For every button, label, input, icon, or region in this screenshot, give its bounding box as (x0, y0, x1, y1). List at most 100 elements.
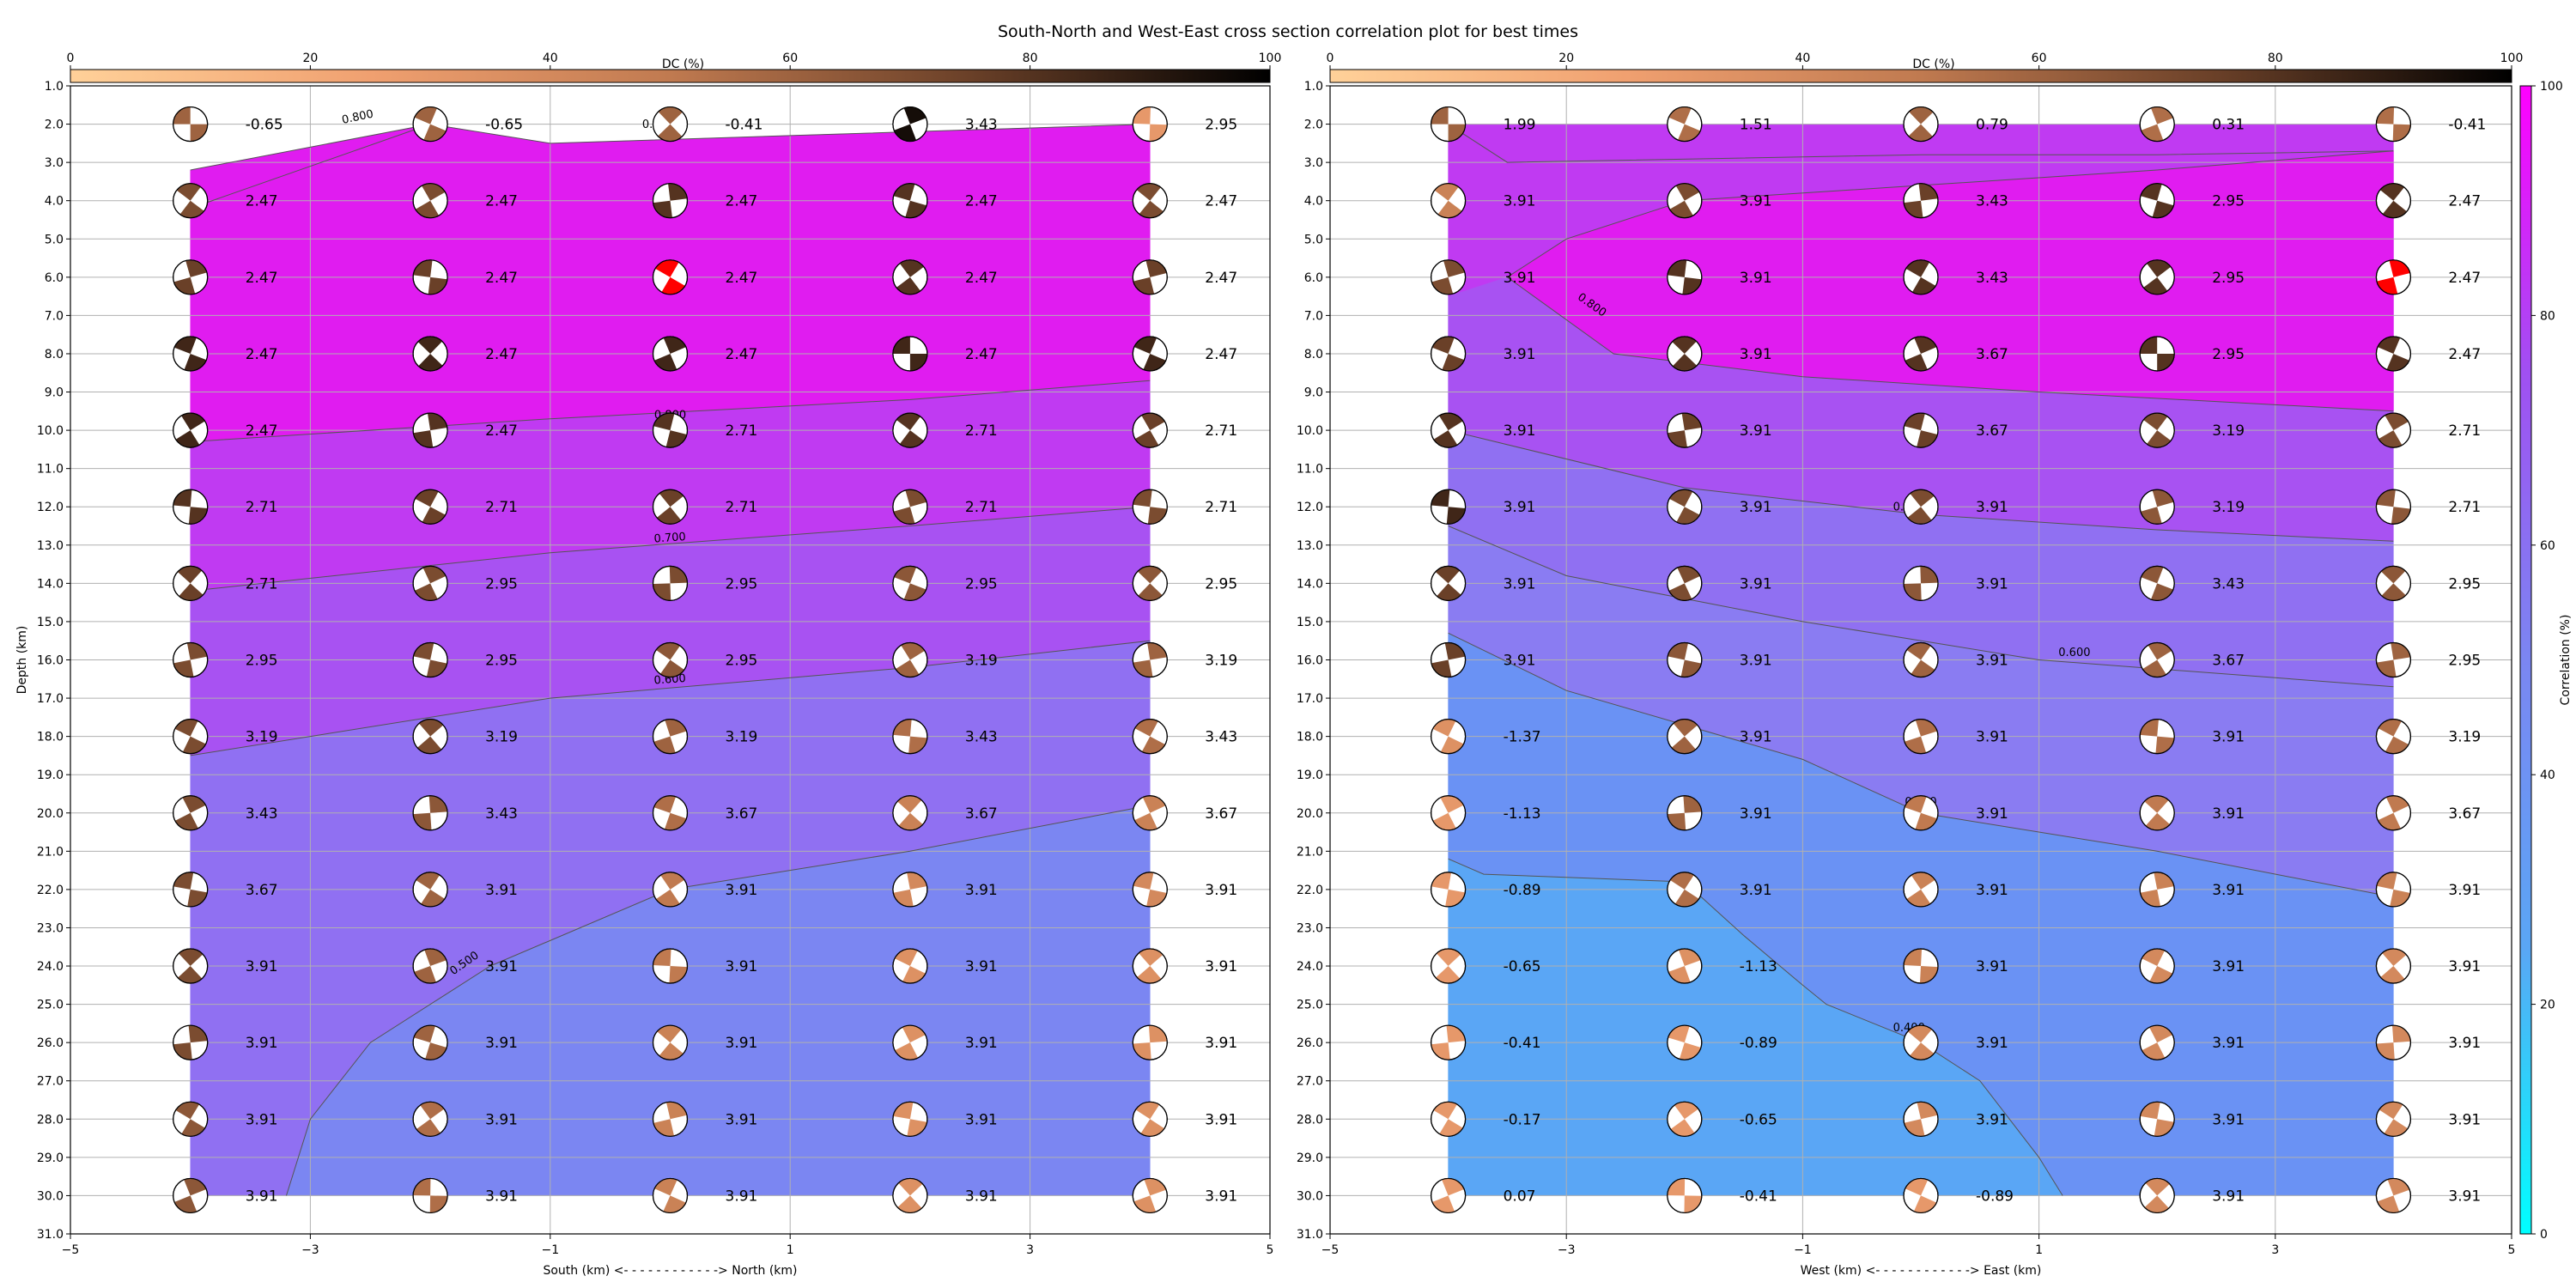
value-label: 3.91 (485, 1188, 518, 1205)
beachball-outline (652, 259, 689, 295)
value-label: 2.95 (726, 653, 758, 670)
beachball (2139, 948, 2175, 984)
y-tick-label: 13.0 (1297, 539, 1323, 553)
beachball-quadrant (1910, 1042, 1935, 1060)
beachball (2139, 1101, 2175, 1137)
beachball (892, 183, 928, 219)
beachball (652, 795, 689, 831)
beachball-quadrant (184, 353, 207, 371)
value-label: 3.91 (1205, 958, 1237, 975)
y-tick-label: 24.0 (1297, 960, 1323, 974)
beachball-quadrant (413, 1178, 431, 1196)
beachball (412, 565, 448, 601)
beachball-quadrant (1435, 566, 1460, 584)
value-label: 2.47 (726, 270, 758, 287)
beachball-quadrant (665, 430, 687, 448)
beachball-quadrant (2380, 966, 2405, 984)
beachball (2139, 795, 2175, 831)
beachball-quadrant (2143, 276, 2168, 295)
value-label: 2.95 (2212, 270, 2245, 287)
beachball-quadrant (1680, 659, 1702, 677)
beachball (2375, 106, 2411, 143)
contour-line (286, 805, 1151, 1196)
y-tick-label: 1.0 (45, 80, 64, 94)
beachball (652, 183, 689, 219)
value-label: 2.47 (485, 346, 518, 363)
y-tick-label: 10.0 (37, 424, 64, 438)
beachball-quadrant (2140, 336, 2158, 354)
y-tick-label: 28.0 (1297, 1113, 1323, 1127)
value-label: 3.91 (2212, 882, 2245, 899)
beachball-quadrant (1675, 183, 1700, 201)
beachball (1430, 336, 1467, 372)
beachball (652, 1177, 689, 1214)
y-tick-label: 23.0 (1297, 921, 1323, 935)
y-axis-label: Depth (km) (15, 626, 29, 695)
beachball (173, 1101, 209, 1137)
beachball-outline (892, 1177, 928, 1214)
value-label: 2.47 (2448, 346, 2481, 363)
beachball (173, 948, 209, 984)
value-label: 3.19 (2448, 729, 2481, 746)
value-label: -1.13 (1740, 958, 1777, 975)
value-label: 3.91 (1504, 270, 1536, 287)
beachball (173, 183, 209, 219)
beachball-quadrant (1442, 1178, 1465, 1196)
beachball (173, 336, 209, 372)
beachball (892, 565, 928, 601)
beachball-outline (652, 336, 689, 372)
beachball (173, 1024, 209, 1060)
beachball (1903, 1177, 1939, 1214)
value-label: 3.91 (1504, 346, 1536, 363)
dc-tick-label: 60 (782, 52, 798, 65)
beachball-outline (412, 948, 448, 984)
y-tick-label: 7.0 (1304, 309, 1323, 323)
value-label: 2.95 (726, 575, 758, 592)
beachball-quadrant (2382, 949, 2407, 967)
beachball-outline (652, 872, 689, 908)
beachball-quadrant (893, 889, 914, 907)
value-label: 2.47 (965, 193, 998, 210)
beachball-quadrant (2381, 583, 2406, 601)
beachball-outline (1903, 1177, 1939, 1214)
beachball-quadrant (902, 966, 926, 984)
value-label: 3.67 (2448, 805, 2481, 823)
beachball-quadrant (416, 1119, 440, 1137)
beachball (1903, 641, 1939, 678)
beachball (2375, 336, 2411, 372)
beachball-outline (1132, 719, 1168, 755)
beachball-quadrant (423, 124, 447, 142)
beachball (1667, 948, 1703, 984)
beachball-quadrant (902, 1025, 926, 1043)
beachball-quadrant (2376, 659, 2397, 677)
value-label: 2.47 (965, 270, 998, 287)
beachball-quadrant (2145, 812, 2171, 830)
beachball-outline (173, 1101, 209, 1137)
x-tick-label: 5 (1267, 1243, 1274, 1257)
beachball-quadrant (1431, 489, 1450, 507)
beachball-outline (652, 565, 689, 601)
beachball (1430, 183, 1467, 219)
value-label: 3.43 (246, 805, 278, 823)
beachball-quadrant (181, 413, 205, 431)
beachball-quadrant (1670, 1119, 1695, 1137)
beachball-outline (892, 1101, 928, 1137)
x-tick-label: 1 (787, 1243, 794, 1257)
beachball-quadrant (421, 889, 445, 907)
value-label: 3.91 (2212, 1035, 2245, 1052)
y-tick-label: 15.0 (1297, 616, 1323, 629)
value-label: 2.95 (485, 653, 518, 670)
beachball-outline (2139, 641, 2175, 678)
beachball-quadrant (2376, 489, 2396, 507)
beachball-outline (1132, 872, 1168, 908)
beachball (2375, 795, 2411, 831)
beachball-outline (1903, 1101, 1939, 1137)
beachball-quadrant (1669, 200, 1693, 218)
value-label: 2.95 (485, 575, 518, 592)
beachball (1430, 1101, 1467, 1137)
y-tick-label: 2.0 (45, 118, 64, 132)
beachball (1132, 336, 1168, 372)
beachball-quadrant (1133, 106, 1151, 125)
contour-label: 0.600 (2058, 647, 2090, 659)
x-tick-label: −3 (301, 1243, 319, 1257)
